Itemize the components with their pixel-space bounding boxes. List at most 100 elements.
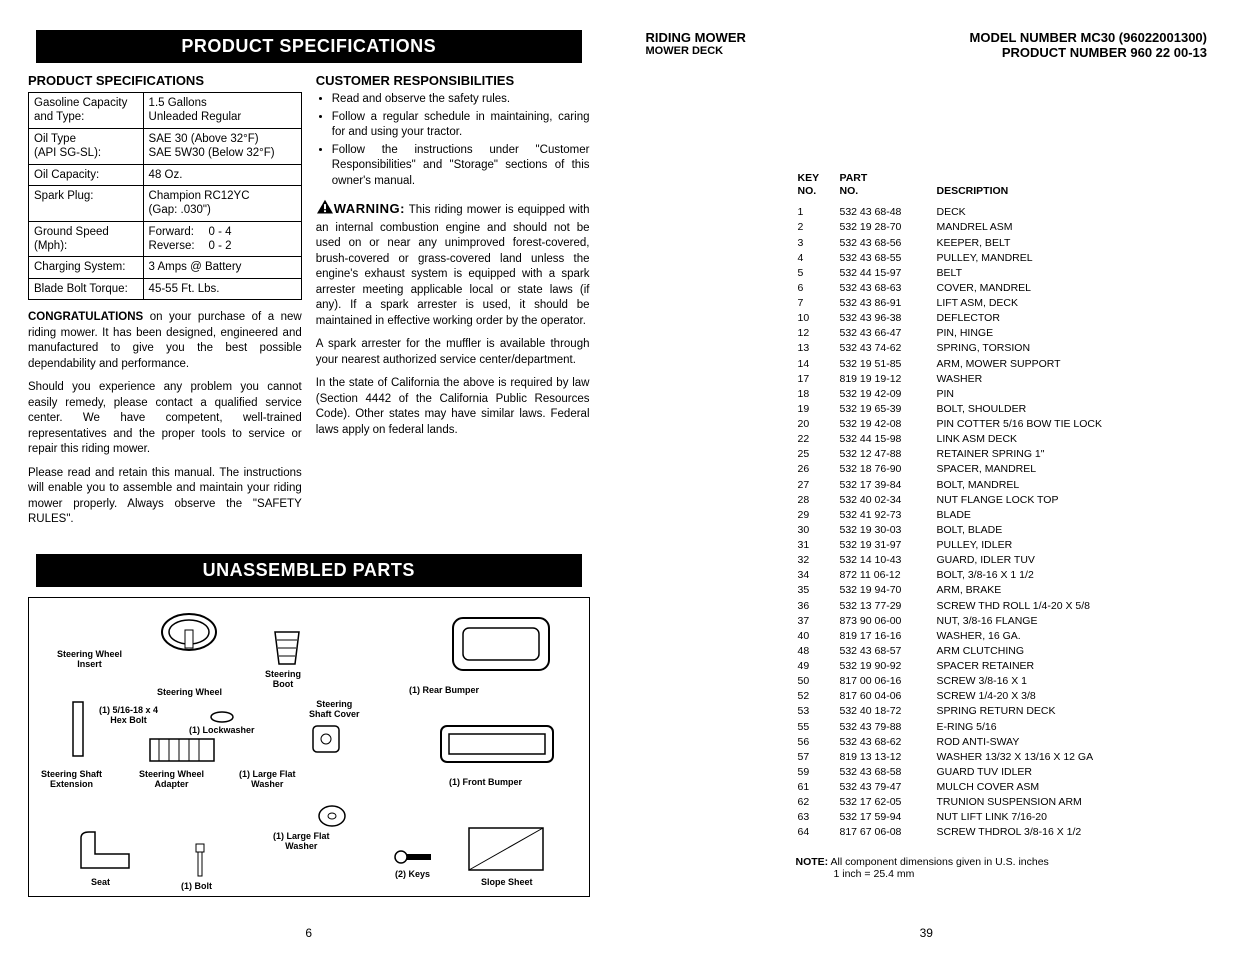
spec-label: Oil Capacity: bbox=[29, 164, 144, 185]
parts-row: 20532 19 42-08PIN COTTER 5/16 BOW TIE LO… bbox=[798, 418, 1113, 431]
parts-partno: 532 43 68-48 bbox=[840, 206, 935, 219]
parts-row: 63532 17 59-94NUT LIFT LINK 7/16-20 bbox=[798, 811, 1113, 824]
parts-partno: 532 18 76-90 bbox=[840, 463, 935, 476]
spec-row: Ground Speed (Mph):Forward:0 - 4Reverse:… bbox=[29, 221, 302, 257]
parts-desc: SCREW 3/8-16 X 1 bbox=[937, 675, 1113, 688]
parts-desc: BOLT, MANDREL bbox=[937, 479, 1113, 492]
parts-desc: PULLEY, MANDREL bbox=[937, 252, 1113, 265]
parts-row: 61532 43 79-47MULCH COVER ASM bbox=[798, 781, 1113, 794]
parts-desc: ARM CLUTCHING bbox=[937, 645, 1113, 658]
spec-value: SAE 30 (Above 32°F)SAE 5W30 (Below 32°F) bbox=[143, 128, 301, 164]
parts-partno: 532 40 02-34 bbox=[840, 494, 935, 507]
label-swa: Steering WheelAdapter bbox=[139, 770, 204, 790]
parts-row: 36532 13 77-29SCREW THD ROLL 1/4-20 X 5/… bbox=[798, 600, 1113, 613]
parts-partno: 532 44 15-97 bbox=[840, 267, 935, 280]
parts-row: 12532 43 66-47PIN, HINGE bbox=[798, 327, 1113, 340]
spec-value: 3 Amps @ Battery bbox=[143, 257, 301, 278]
slope-sheet-icon bbox=[465, 824, 549, 876]
parts-desc: GUARD, IDLER TUV bbox=[937, 554, 1113, 567]
label-lfw1: (1) Large FlatWasher bbox=[239, 770, 296, 790]
banner-spec: PRODUCT SPECIFICATIONS bbox=[36, 30, 582, 63]
page-right: RIDING MOWER MOWER DECK MODEL NUMBER MC3… bbox=[618, 0, 1235, 954]
parts-key: 34 bbox=[798, 569, 838, 582]
parts-row: 5532 44 15-97BELT bbox=[798, 267, 1113, 280]
right-header-left: RIDING MOWER MOWER DECK bbox=[646, 30, 746, 60]
parts-row: 6532 43 68-63COVER, MANDREL bbox=[798, 282, 1113, 295]
parts-partno: 532 43 74-62 bbox=[840, 342, 935, 355]
steering-boot-icon bbox=[267, 628, 307, 670]
parts-partno: 532 43 66-47 bbox=[840, 327, 935, 340]
parts-desc: DECK bbox=[937, 206, 1113, 219]
parts-desc: ARM, BRAKE bbox=[937, 584, 1113, 597]
parts-row: 2532 19 28-70MANDREL ASM bbox=[798, 221, 1113, 234]
parts-row: 64817 67 06-08SCREW THDROL 3/8-16 X 1/2 bbox=[798, 826, 1113, 839]
rh-product: PRODUCT NUMBER 960 22 00-13 bbox=[970, 45, 1207, 60]
parts-desc: SPACER RETAINER bbox=[937, 660, 1113, 673]
cust-bullets: Read and observe the safety rules.Follow… bbox=[316, 92, 590, 189]
parts-partno: 532 43 68-55 bbox=[840, 252, 935, 265]
parts-row: 7532 43 86-91LIFT ASM, DECK bbox=[798, 297, 1113, 310]
parts-key: 27 bbox=[798, 479, 838, 492]
parts-key: 48 bbox=[798, 645, 838, 658]
label-seat: Seat bbox=[91, 878, 110, 888]
parts-key: 28 bbox=[798, 494, 838, 507]
parts-partno: 532 19 42-08 bbox=[840, 418, 935, 431]
parts-key: 53 bbox=[798, 705, 838, 718]
parts-key: 12 bbox=[798, 327, 838, 340]
parts-partno: 532 43 68-58 bbox=[840, 766, 935, 779]
parts-partno: 532 43 68-57 bbox=[840, 645, 935, 658]
parts-partno: 532 43 96-38 bbox=[840, 312, 935, 325]
parts-desc: SPACER, MANDREL bbox=[937, 463, 1113, 476]
rh-model: MODEL NUMBER MC30 (96022001300) bbox=[970, 30, 1207, 45]
parts-partno: 819 19 19-12 bbox=[840, 373, 935, 386]
label-sboot: SteeringBoot bbox=[265, 670, 301, 690]
warning-para: WARNING: This riding mower is equipped w… bbox=[316, 199, 590, 329]
page-left: PRODUCT SPECIFICATIONS PRODUCT SPECIFICA… bbox=[0, 0, 618, 954]
note-lead: NOTE: bbox=[796, 856, 829, 868]
parts-key: 25 bbox=[798, 448, 838, 461]
seat-icon bbox=[75, 828, 137, 874]
label-slope: Slope Sheet bbox=[481, 878, 533, 888]
parts-partno: 532 17 59-94 bbox=[840, 811, 935, 824]
label-bolt: (1) Bolt bbox=[181, 882, 212, 892]
parts-row: 27532 17 39-84BOLT, MANDREL bbox=[798, 479, 1113, 492]
lockwasher-icon bbox=[209, 710, 235, 724]
rh-subtitle: MOWER DECK bbox=[646, 45, 746, 57]
spec-label: Charging System: bbox=[29, 257, 144, 278]
parts-desc: BELT bbox=[937, 267, 1113, 280]
parts-key: 64 bbox=[798, 826, 838, 839]
parts-partno: 873 90 06-00 bbox=[840, 615, 935, 628]
parts-row: 55532 43 79-88E-RING 5/16 bbox=[798, 721, 1113, 734]
parts-desc: WASHER, 16 GA. bbox=[937, 630, 1113, 643]
parts-desc: SPRING, TORSION bbox=[937, 342, 1113, 355]
warning-p2: A spark arrester for the muffler is avai… bbox=[316, 337, 590, 368]
th-key: KEYNO. bbox=[798, 172, 838, 204]
note: NOTE: All component dimensions given in … bbox=[796, 856, 1208, 880]
parts-key: 63 bbox=[798, 811, 838, 824]
parts-row: 52817 60 04-06SCREW 1/4-20 X 3/8 bbox=[798, 690, 1113, 703]
parts-desc: DEFLECTOR bbox=[937, 312, 1113, 325]
parts-table-body: 1532 43 68-48DECK2532 19 28-70MANDREL AS… bbox=[798, 206, 1113, 839]
spec-label: Gasoline Capacity and Type: bbox=[29, 93, 144, 129]
parts-partno: 819 17 16-16 bbox=[840, 630, 935, 643]
parts-row: 31532 19 31-97PULLEY, IDLER bbox=[798, 539, 1113, 552]
parts-key: 7 bbox=[798, 297, 838, 310]
warning-label: WARNING: bbox=[334, 201, 405, 216]
parts-row: 40819 17 16-16WASHER, 16 GA. bbox=[798, 630, 1113, 643]
parts-row: 14532 19 51-85ARM, MOWER SUPPORT bbox=[798, 358, 1113, 371]
cust-bullet-item: Read and observe the safety rules. bbox=[332, 92, 590, 108]
parts-key: 56 bbox=[798, 736, 838, 749]
page-number-left: 6 bbox=[305, 926, 312, 940]
parts-partno: 532 43 79-47 bbox=[840, 781, 935, 794]
parts-row: 13532 43 74-62SPRING, TORSION bbox=[798, 342, 1113, 355]
parts-desc: GUARD TUV IDLER bbox=[937, 766, 1113, 779]
parts-partno: 532 19 28-70 bbox=[840, 221, 935, 234]
parts-desc: LINK ASM DECK bbox=[937, 433, 1113, 446]
parts-partno: 532 19 90-92 bbox=[840, 660, 935, 673]
spec-col-left: PRODUCT SPECIFICATIONS Gasoline Capacity… bbox=[28, 73, 302, 536]
parts-row: 59532 43 68-58GUARD TUV IDLER bbox=[798, 766, 1113, 779]
spec-value: Champion RC12YC(Gap: .030") bbox=[143, 185, 301, 221]
parts-key: 40 bbox=[798, 630, 838, 643]
parts-key: 13 bbox=[798, 342, 838, 355]
parts-desc: PIN, HINGE bbox=[937, 327, 1113, 340]
